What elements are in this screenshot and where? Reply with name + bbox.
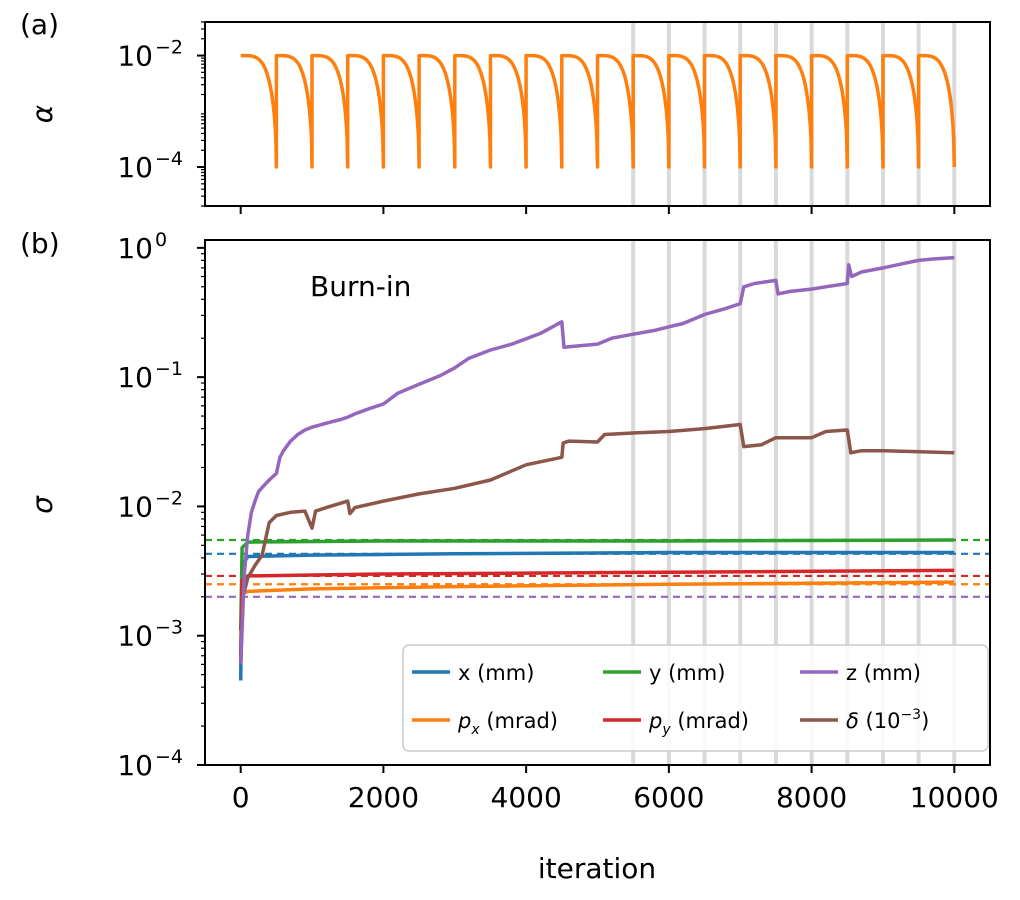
- x-axis-label: iteration: [538, 852, 656, 885]
- burn-in-annotation: Burn-in: [310, 270, 411, 303]
- y-tick-label: 10: [117, 361, 153, 394]
- legend-label-px: px (mrad): [457, 709, 558, 738]
- x-tick-label: 0: [232, 781, 250, 814]
- y-tick-exponent: −2: [155, 37, 183, 59]
- panel-b-label: (b): [20, 227, 60, 260]
- panel-b-frame: [204, 239, 991, 766]
- y-tick-exponent: −1: [155, 358, 183, 380]
- x-tick-label: 4000: [491, 781, 562, 814]
- y-tick-exponent: −2: [155, 487, 183, 509]
- panel-a-ylabel: α: [26, 104, 59, 123]
- x-tick-label: 10000: [910, 781, 999, 814]
- panel-b-ylabel: σ: [26, 495, 59, 514]
- y-tick-exponent: −4: [155, 746, 183, 768]
- legend-label-z: z (mm): [846, 661, 921, 685]
- legend-label-x: x (mm): [458, 661, 534, 685]
- legend: x (mm) y (mm) z (mm) px (mrad) py (mrad) δ (1…: [402, 644, 989, 752]
- series-line-z: [238, 255, 955, 665]
- y-tick-exponent: 0: [155, 229, 167, 251]
- legend-frame: [402, 644, 989, 752]
- x-tick-label: 8000: [776, 781, 847, 814]
- series-line-y: [238, 538, 955, 631]
- series-line-delta: [238, 422, 955, 665]
- legend-label-delta: δ (10−3): [846, 707, 929, 733]
- y-tick-label: 10: [117, 151, 153, 184]
- y-tick-exponent: −3: [155, 617, 183, 639]
- y-tick-label: 10: [117, 620, 153, 653]
- y-tick-label: 10: [117, 749, 153, 782]
- y-tick-label: 10: [117, 232, 153, 265]
- panel-a-alpha: (a) 10−210−4 α: [20, 8, 991, 214]
- y-tick-label: 10: [117, 40, 153, 73]
- panel-a-label: (a): [20, 8, 59, 41]
- x-tick-label: 2000: [348, 781, 419, 814]
- y-tick-exponent: −4: [155, 148, 183, 170]
- legend-label-y: y (mm): [649, 661, 725, 685]
- x-tick-label: 6000: [633, 781, 704, 814]
- alpha-line: [239, 53, 957, 169]
- y-tick-label: 10: [117, 490, 153, 523]
- legend-label-py: py (mrad): [648, 709, 749, 738]
